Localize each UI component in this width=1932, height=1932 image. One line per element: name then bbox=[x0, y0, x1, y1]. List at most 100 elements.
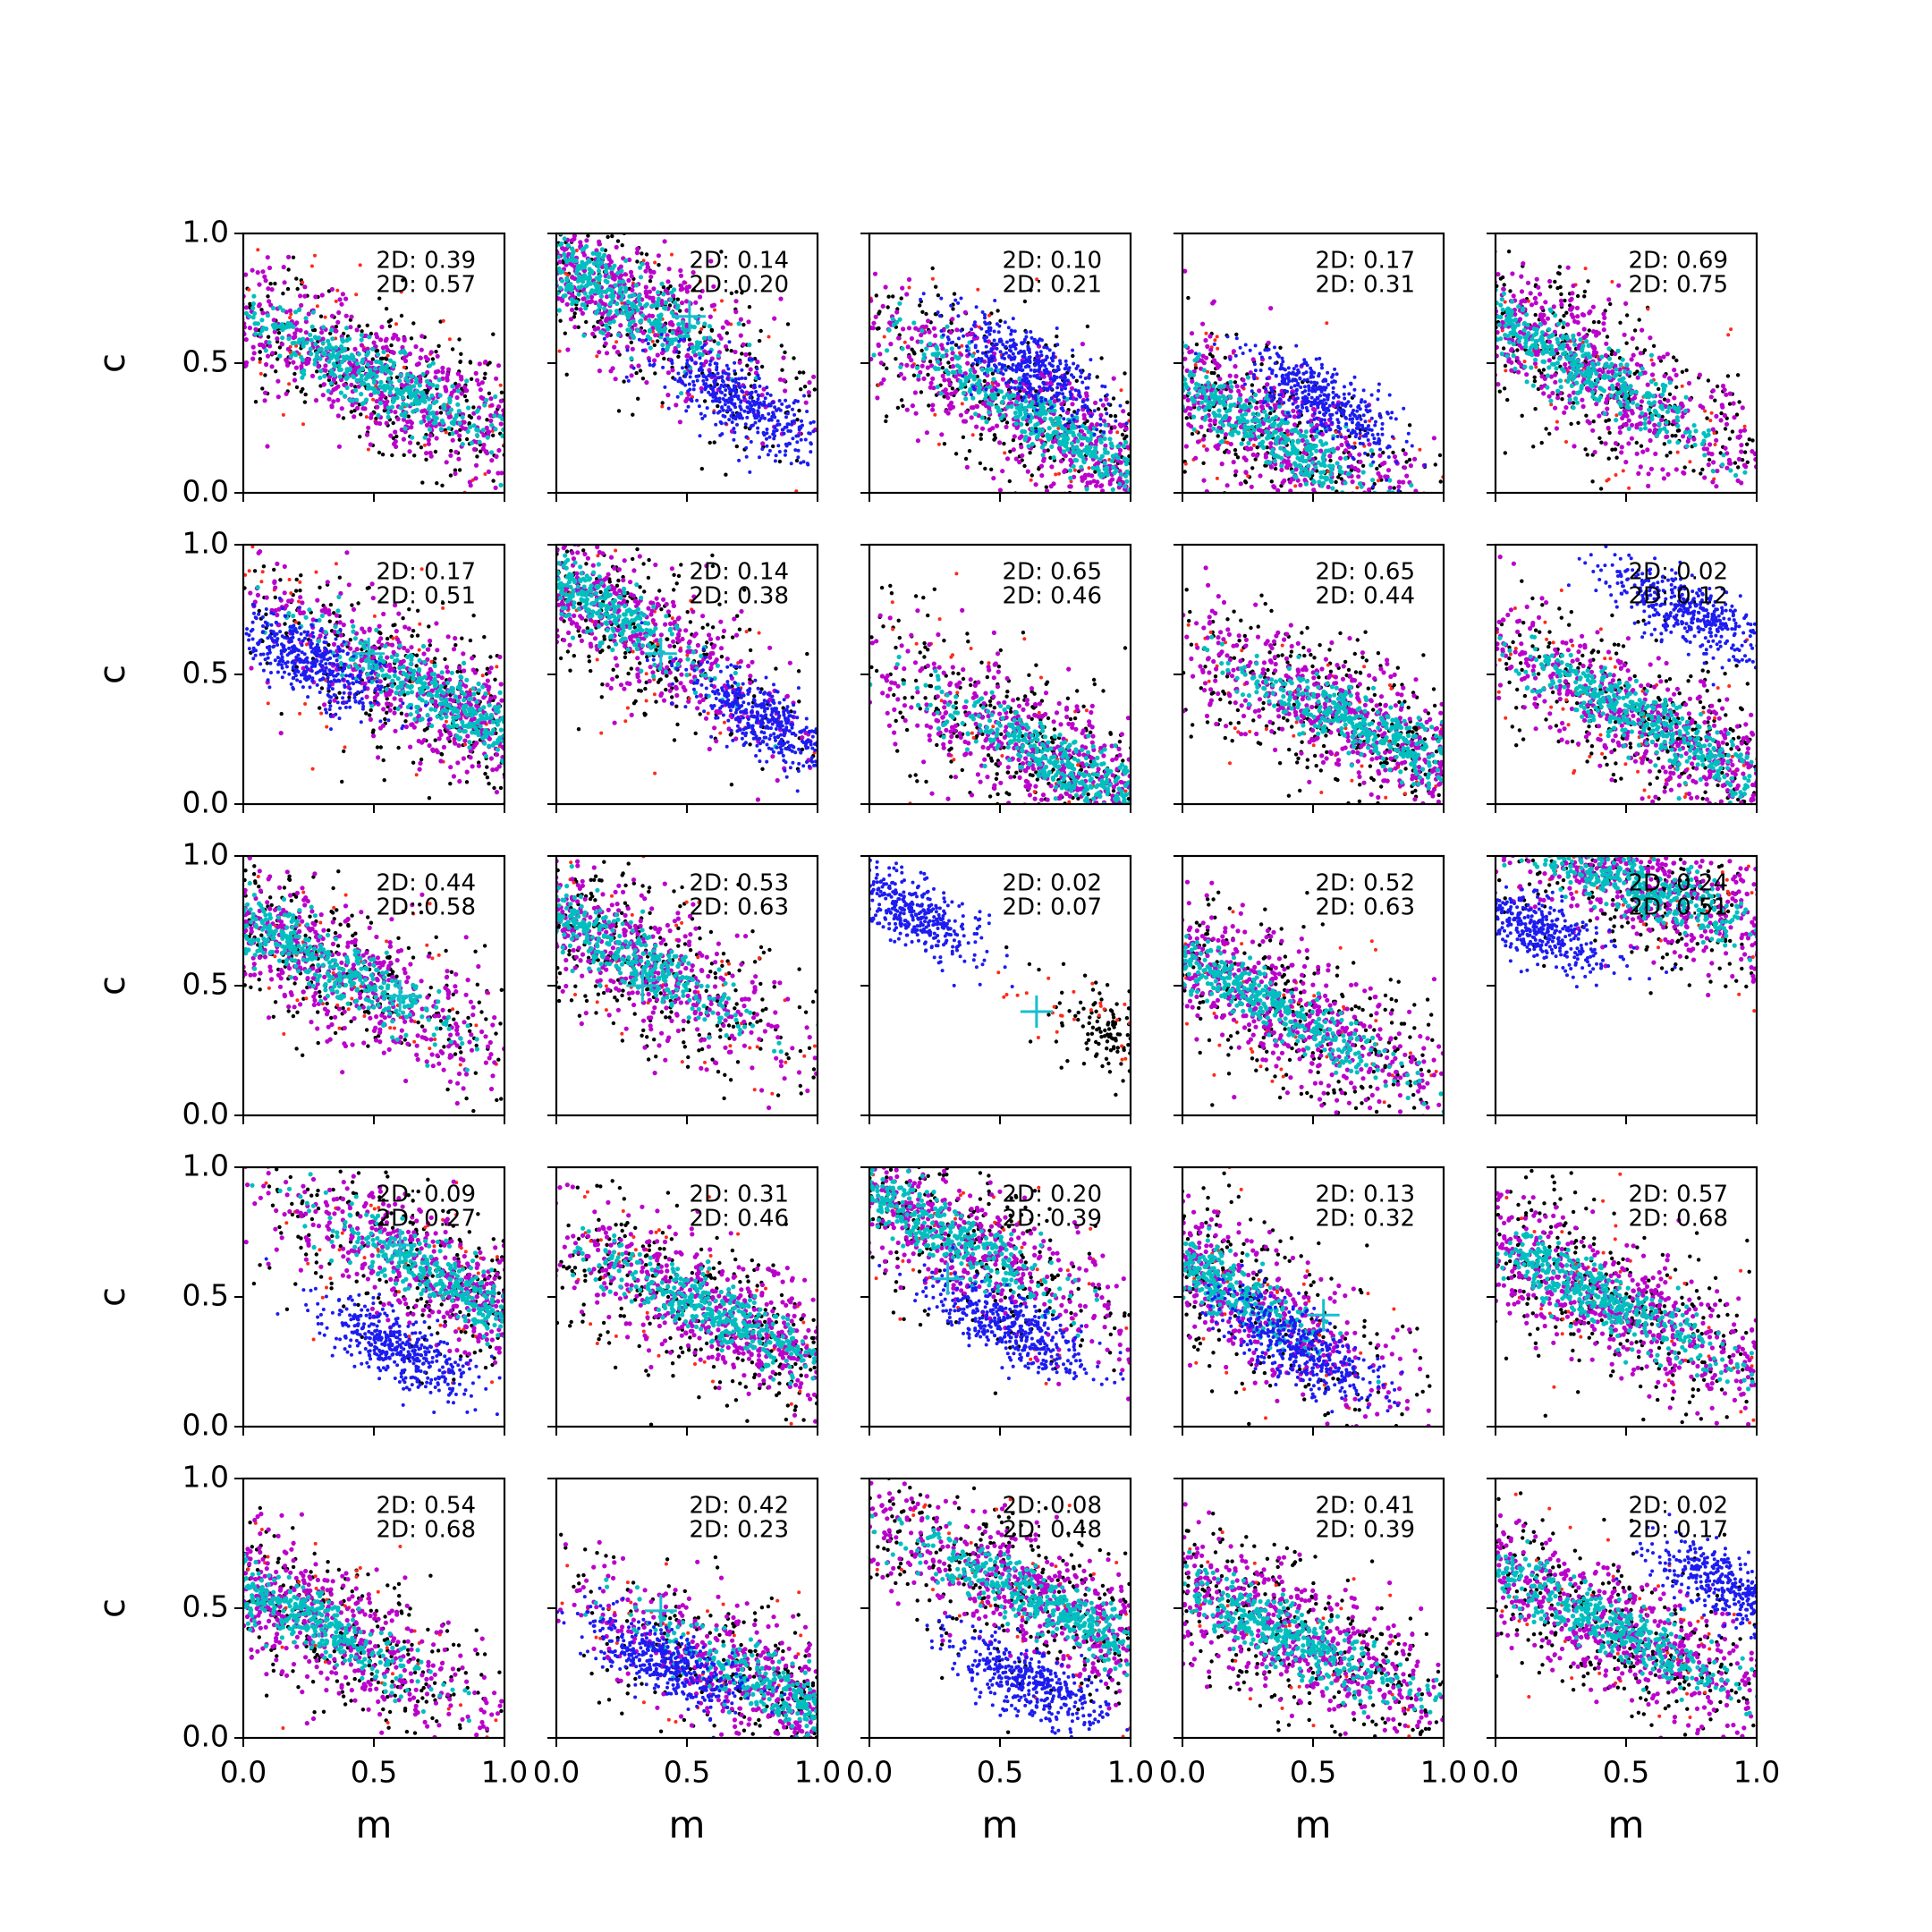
blue-point bbox=[1021, 360, 1025, 364]
cyan-point bbox=[272, 326, 277, 331]
blue-point bbox=[729, 414, 733, 418]
cyan-point bbox=[570, 246, 575, 251]
magenta-point bbox=[662, 239, 667, 244]
blue-point bbox=[993, 369, 997, 373]
blue-point bbox=[805, 462, 809, 466]
blue-point bbox=[1069, 393, 1073, 397]
magenta-point bbox=[1354, 496, 1359, 500]
blue-point bbox=[997, 339, 1002, 343]
cyan-point bbox=[498, 482, 504, 488]
black-point bbox=[709, 328, 715, 333]
blue-point bbox=[747, 358, 751, 362]
magenta-point bbox=[401, 436, 406, 442]
magenta-point bbox=[572, 275, 578, 282]
magenta-point bbox=[1280, 480, 1285, 486]
blue-point bbox=[783, 425, 787, 429]
cyan-point bbox=[379, 369, 385, 374]
black-point bbox=[401, 278, 405, 283]
cyan-point bbox=[252, 310, 258, 317]
magenta-point bbox=[636, 363, 641, 369]
blue-point bbox=[1035, 408, 1038, 412]
cyan-point bbox=[377, 360, 382, 365]
blue-point bbox=[1049, 396, 1054, 401]
blue-point bbox=[652, 362, 657, 367]
cyan-point bbox=[280, 308, 285, 313]
magenta-point bbox=[1117, 447, 1123, 453]
cyan-point bbox=[354, 397, 360, 402]
magenta-point bbox=[267, 299, 272, 304]
cyan-point bbox=[1191, 427, 1197, 432]
magenta-point bbox=[1358, 459, 1363, 465]
red-point bbox=[970, 433, 975, 437]
cyan-point bbox=[623, 258, 629, 263]
magenta-point bbox=[302, 293, 308, 299]
black-point bbox=[691, 288, 696, 292]
blue-point bbox=[776, 407, 781, 411]
black-point bbox=[745, 363, 750, 368]
cyan-point bbox=[1299, 466, 1304, 472]
blue-point bbox=[1017, 386, 1021, 390]
magenta-point bbox=[488, 418, 494, 424]
cyan-point bbox=[474, 433, 480, 438]
blue-point bbox=[982, 371, 987, 376]
blue-point bbox=[1060, 406, 1064, 411]
cyan-point bbox=[596, 290, 601, 295]
magenta-point bbox=[1268, 441, 1274, 446]
magenta-point bbox=[1311, 487, 1317, 493]
cyan-point bbox=[339, 360, 344, 365]
magenta-point bbox=[1227, 373, 1233, 378]
magenta-point bbox=[632, 322, 638, 327]
black-point bbox=[729, 349, 733, 353]
black-point bbox=[1186, 295, 1191, 301]
blue-point bbox=[1064, 363, 1069, 368]
magenta-point bbox=[974, 403, 980, 410]
magenta-point bbox=[578, 307, 583, 312]
blue-point bbox=[1038, 350, 1043, 354]
magenta-point bbox=[997, 487, 1003, 493]
blue-point bbox=[756, 373, 760, 377]
magenta-point bbox=[282, 280, 287, 285]
blue-point bbox=[969, 393, 973, 397]
magenta-point bbox=[597, 239, 602, 244]
black-point bbox=[471, 405, 476, 410]
cyan-point bbox=[630, 309, 635, 315]
blue-point bbox=[1060, 387, 1063, 392]
blue-point bbox=[989, 354, 994, 359]
black-point bbox=[757, 338, 762, 343]
blue-point bbox=[705, 406, 709, 411]
blue-point bbox=[956, 301, 961, 305]
black-point bbox=[349, 410, 353, 414]
cyan-point bbox=[340, 339, 345, 344]
black-point bbox=[358, 435, 362, 439]
magenta-point bbox=[428, 350, 434, 355]
magenta-point bbox=[1215, 445, 1220, 451]
black-point bbox=[399, 313, 404, 318]
red-point bbox=[720, 299, 724, 303]
cyan-point bbox=[374, 374, 379, 379]
magenta-point bbox=[1224, 483, 1230, 488]
magenta-point bbox=[1377, 453, 1383, 458]
cyan-point bbox=[1019, 402, 1024, 408]
magenta-point bbox=[1258, 428, 1264, 433]
cyan-point bbox=[963, 396, 969, 402]
blue-point bbox=[1026, 344, 1030, 349]
cyan-point bbox=[619, 268, 624, 274]
magenta-point bbox=[1396, 484, 1402, 489]
blue-point bbox=[791, 436, 795, 441]
magenta-point bbox=[1044, 488, 1050, 493]
magenta-point bbox=[313, 294, 318, 300]
red-point bbox=[1204, 331, 1208, 335]
cyan-point bbox=[1123, 462, 1129, 467]
red-point bbox=[354, 292, 359, 297]
cyan-point bbox=[429, 393, 435, 398]
magenta-point bbox=[433, 375, 438, 380]
magenta-point bbox=[262, 398, 267, 403]
magenta-point bbox=[375, 335, 380, 340]
blue-point bbox=[986, 350, 990, 354]
black-point bbox=[747, 372, 751, 377]
blue-point bbox=[1027, 355, 1031, 360]
blue-point bbox=[1072, 361, 1076, 366]
blue-point bbox=[789, 462, 793, 466]
blue-point bbox=[1019, 349, 1023, 353]
cyan-point bbox=[329, 327, 335, 333]
